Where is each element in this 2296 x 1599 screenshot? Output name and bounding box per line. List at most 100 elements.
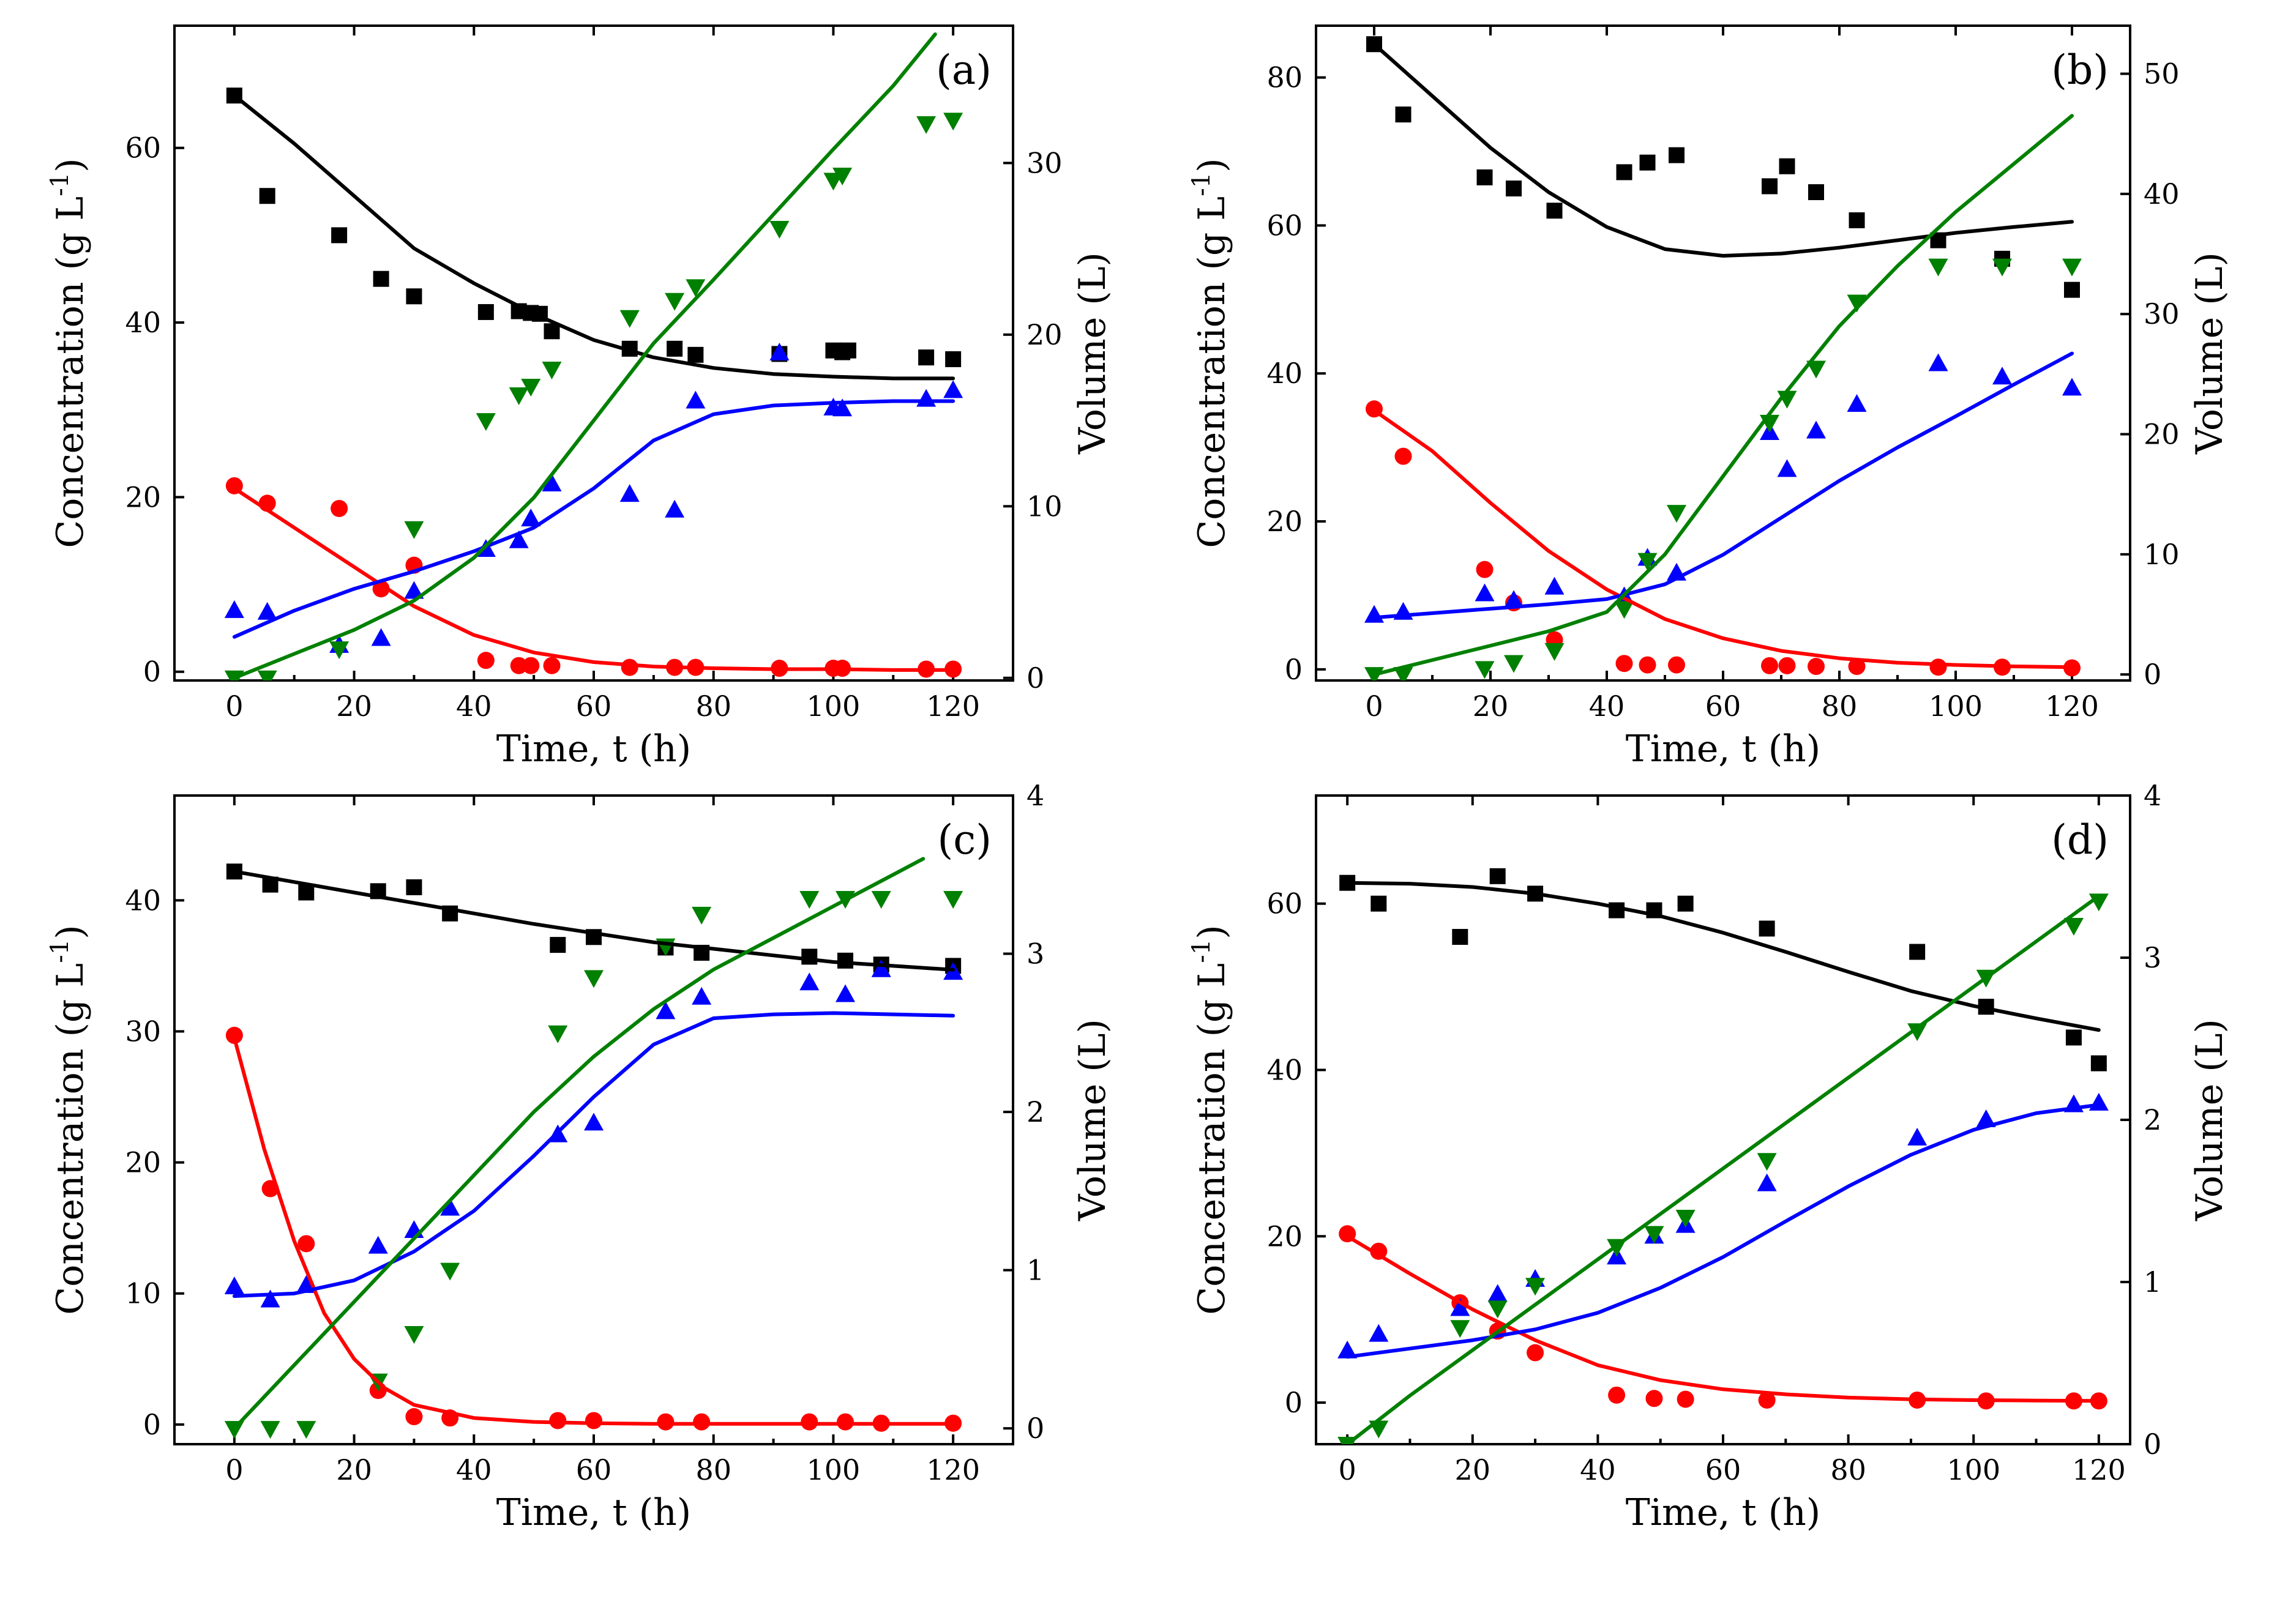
x-tick-label: 100 bbox=[1946, 1453, 2000, 1486]
data-point-triangle-down bbox=[440, 1262, 460, 1281]
y2-tick-label: 30 bbox=[2144, 297, 2180, 330]
data-point-triangle-down bbox=[1450, 1320, 1470, 1338]
x-tick-label: 20 bbox=[1473, 690, 1509, 723]
data-point-circle bbox=[1848, 658, 1866, 676]
data-point-circle bbox=[1929, 658, 1947, 676]
plot-frame bbox=[1315, 24, 2131, 682]
y2-tick-label: 4 bbox=[2144, 779, 2161, 812]
y2-axis-label: Volume (L) bbox=[1071, 1019, 1114, 1221]
data-point-triangle-up bbox=[1992, 367, 2012, 385]
y2-tick-label: 0 bbox=[2144, 658, 2161, 691]
data-point-square bbox=[2064, 281, 2080, 298]
plot-area bbox=[1337, 868, 2109, 1444]
data-point-square bbox=[406, 879, 422, 895]
data-point-triangle-down bbox=[509, 387, 529, 406]
data-point-square bbox=[1476, 169, 1493, 185]
green-down-triangles-series bbox=[1364, 258, 2082, 680]
data-point-circle bbox=[477, 652, 495, 669]
data-point-circle bbox=[1758, 1391, 1776, 1409]
data-point-triangle-up bbox=[1976, 1109, 1996, 1127]
data-point-square bbox=[1506, 180, 1522, 196]
data-point-triangle-up bbox=[686, 390, 706, 409]
data-point-triangle-down bbox=[1675, 1210, 1696, 1228]
data-point-circle bbox=[1476, 561, 1494, 578]
y-axis-label: Concentration (g L-1) bbox=[1187, 925, 1233, 1314]
data-point-triangle-up bbox=[368, 1236, 388, 1254]
x-tick-label: 60 bbox=[1705, 690, 1741, 723]
data-point-triangle-up bbox=[440, 1198, 460, 1216]
data-point-triangle-down bbox=[686, 279, 706, 297]
y-tick-label: 10 bbox=[125, 1277, 161, 1310]
data-point-circle bbox=[585, 1412, 602, 1429]
y-tick-label: 20 bbox=[1266, 1220, 1303, 1253]
y-tick-label: 20 bbox=[1266, 505, 1303, 538]
data-point-triangle-down bbox=[296, 1421, 316, 1439]
y2-tick-label: 30 bbox=[1026, 146, 1063, 179]
x-axis-label: Time, t (h) bbox=[1626, 728, 1820, 770]
y2-axis-label: Volume (L) bbox=[1071, 252, 1114, 455]
data-point-circle bbox=[1761, 657, 1778, 674]
data-point-triangle-up bbox=[943, 380, 963, 398]
data-point-square bbox=[667, 340, 683, 357]
data-point-triangle-down bbox=[1928, 258, 1948, 277]
panel-tag: (c) bbox=[938, 816, 992, 863]
data-point-circle bbox=[693, 1413, 711, 1431]
data-point-triangle-up bbox=[1487, 1284, 1508, 1302]
x-tick-label: 0 bbox=[1365, 690, 1383, 723]
y2-axis-label: Volume (L) bbox=[2188, 1019, 2231, 1221]
data-point-square bbox=[1489, 868, 1506, 884]
y-axis-label-close: ) bbox=[49, 925, 92, 939]
data-point-triangle-up bbox=[1337, 1340, 1358, 1359]
data-point-triangle-up bbox=[224, 1277, 244, 1295]
data-point-circle bbox=[1394, 447, 1412, 465]
x-tick-label: 100 bbox=[1929, 690, 1983, 723]
x-tick-label: 80 bbox=[1822, 690, 1858, 723]
y2-tick-label: 20 bbox=[1026, 318, 1063, 351]
panel-tag: (a) bbox=[936, 47, 992, 94]
data-point-triangle-down bbox=[548, 1025, 568, 1043]
x-axis-label: Time, t (h) bbox=[496, 728, 691, 770]
data-point-triangle-down bbox=[329, 641, 350, 660]
data-point-triangle-up bbox=[1475, 583, 1495, 602]
y2-tick-label: 40 bbox=[2144, 177, 2180, 211]
black-fit bbox=[232, 94, 955, 381]
data-point-square bbox=[945, 351, 962, 367]
data-point-circle bbox=[1668, 656, 1685, 674]
data-point-triangle-down bbox=[1667, 505, 1686, 523]
y-axis-label-sup: -1 bbox=[46, 173, 74, 196]
blue-fit bbox=[232, 399, 955, 639]
data-point-square bbox=[2090, 1055, 2107, 1072]
green-down-triangles-series bbox=[224, 891, 963, 1439]
data-point-triangle-down bbox=[404, 521, 424, 539]
y-tick-label: 20 bbox=[125, 480, 161, 513]
y-tick-label: 60 bbox=[125, 132, 161, 165]
y2-tick-label: 2 bbox=[1026, 1095, 1044, 1128]
data-point-triangle-down bbox=[1806, 360, 1826, 379]
y-tick-label: 0 bbox=[1285, 1386, 1303, 1419]
data-point-circle bbox=[1808, 658, 1825, 676]
data-point-square bbox=[1395, 106, 1412, 123]
data-point-triangle-down bbox=[692, 906, 712, 925]
data-point-triangle-down bbox=[2062, 258, 2082, 277]
data-point-circle bbox=[372, 580, 390, 598]
y-tick-label: 0 bbox=[143, 1408, 161, 1441]
data-point-triangle-down bbox=[521, 378, 541, 397]
data-point-triangle-down bbox=[1475, 661, 1495, 679]
y-axis-label-main: Concentration (g L bbox=[1191, 963, 1233, 1315]
data-point-triangle-down bbox=[1907, 1023, 1928, 1042]
y2-tick-label: 3 bbox=[1026, 937, 1044, 971]
green-down-triangles-series bbox=[1337, 893, 2109, 1444]
data-point-triangle-up bbox=[1369, 1324, 1389, 1342]
blue-fit bbox=[232, 1011, 955, 1298]
data-point-triangle-down bbox=[1487, 1300, 1508, 1319]
data-point-triangle-up bbox=[371, 628, 391, 646]
y-tick-label: 40 bbox=[1266, 1053, 1303, 1086]
data-point-triangle-down bbox=[1757, 1153, 1777, 1171]
blue-triangles-series bbox=[224, 959, 963, 1308]
data-point-circle bbox=[297, 1235, 315, 1253]
panel-tag: (d) bbox=[2051, 816, 2109, 863]
chart-panel-c: 0 20 40 60 80 100 120 0 10 20 30 40 0 1 2 3 4 Time, t (h)… bbox=[46, 779, 1114, 1534]
data-point-square bbox=[1616, 164, 1632, 181]
y-axis-label-close: ) bbox=[49, 158, 92, 172]
data-point-triangle-up bbox=[871, 959, 891, 977]
